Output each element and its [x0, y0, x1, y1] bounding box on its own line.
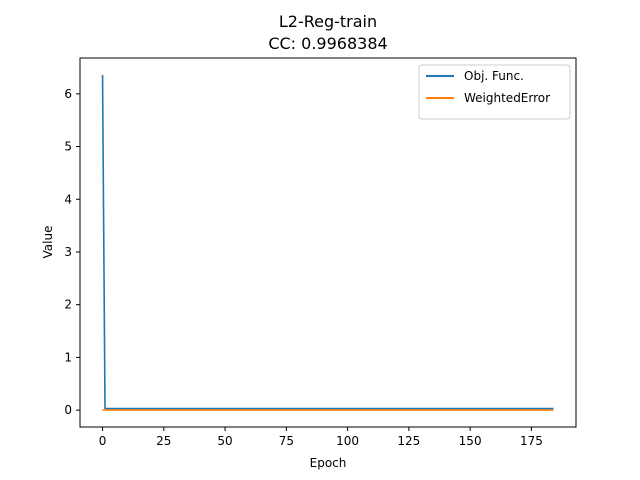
y-axis-label: Value	[41, 226, 55, 259]
y-tick-label: 4	[64, 192, 72, 206]
x-tick-label: 125	[397, 434, 420, 448]
plot-area-frame	[79, 57, 577, 428]
chart-subtitle: CC: 0.9968384	[268, 34, 387, 53]
series-line-1	[101, 74, 554, 410]
x-tick-label: 0	[99, 434, 107, 448]
ticks-layer: 0 25 50 75 100 125 150 175 0 1 2 3 4 5 6	[64, 87, 542, 448]
legend-box	[418, 64, 571, 120]
x-tick-label: 150	[459, 434, 482, 448]
x-tick-label: 50	[217, 434, 232, 448]
x-tick-label: 75	[279, 434, 294, 448]
y-tick-label: 1	[64, 350, 72, 364]
y-tick-label: 6	[64, 87, 72, 101]
y-tick-label: 0	[64, 403, 72, 417]
y-tick-label: 2	[64, 298, 72, 312]
x-tick-label: 175	[520, 434, 543, 448]
legend-label-1: Obj. Func.	[464, 69, 524, 83]
y-tick-label: 5	[64, 140, 72, 154]
x-tick-label: 25	[156, 434, 171, 448]
x-axis-label: Epoch	[310, 456, 347, 470]
series-layer	[101, 74, 554, 411]
y-tick-label: 3	[64, 245, 72, 259]
chart-title: L2-Reg-train	[279, 12, 377, 31]
legend: Obj. Func. WeightedError	[418, 64, 571, 120]
x-tick-label: 100	[336, 434, 359, 448]
legend-label-2: WeightedError	[464, 91, 550, 105]
